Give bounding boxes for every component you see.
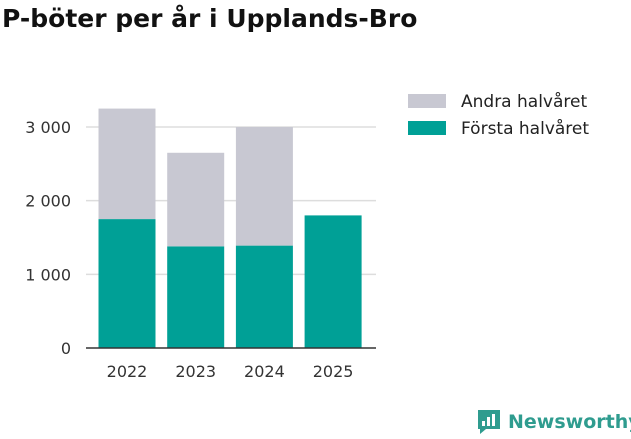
bar-andra-2024 [235, 127, 293, 246]
brand-name: Newsworthy [508, 411, 631, 433]
bar-andra-2022 [98, 108, 156, 220]
x-tick-label: 2023 [175, 362, 216, 381]
brand: Newsworthy [476, 408, 631, 436]
x-tick-label: 2025 [313, 362, 354, 381]
legend-swatch-andra [408, 94, 446, 108]
bars [98, 108, 362, 348]
x-tick-label: 2024 [244, 362, 285, 381]
y-tick-label: 3 000 [25, 118, 71, 137]
bar-forsta-2022 [98, 219, 156, 348]
legend: Andra halvåret Första halvåret [408, 91, 589, 139]
y-tick-label: 1 000 [25, 265, 71, 284]
x-axis-ticks: 2022 2023 2024 2025 [107, 362, 354, 381]
y-tick-label: 2 000 [25, 192, 71, 211]
legend-label-andra: Andra halvåret [461, 91, 587, 112]
newsworthy-logo-icon [478, 410, 500, 434]
bar-forsta-2025 [304, 215, 362, 348]
x-tick-label: 2022 [107, 362, 148, 381]
chart-title: P-böter per år i Upplands-Bro [2, 4, 418, 33]
y-axis-ticks: 0 1 000 2 000 3 000 [25, 118, 71, 358]
y-tick-label: 0 [61, 339, 71, 358]
bar-andra-2023 [167, 152, 225, 247]
legend-label-forsta: Första halvåret [461, 118, 589, 139]
bar-forsta-2023 [167, 246, 225, 348]
legend-swatch-forsta [408, 121, 446, 135]
bar-forsta-2024 [235, 245, 293, 348]
